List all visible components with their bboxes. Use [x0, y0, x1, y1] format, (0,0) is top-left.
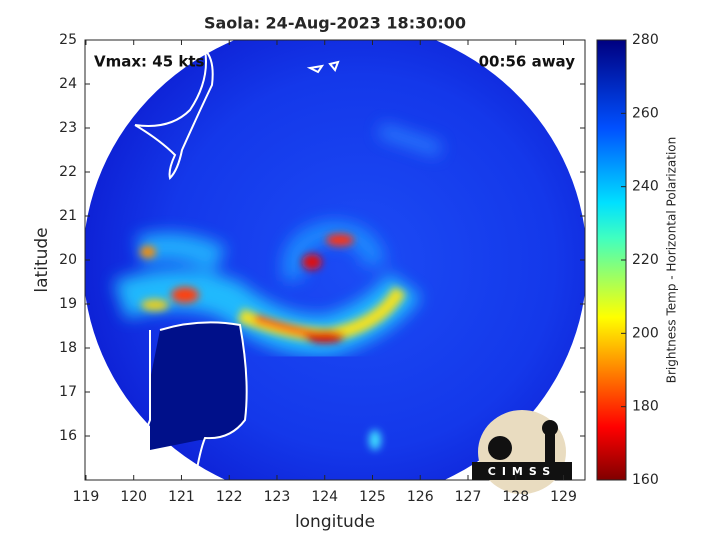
title: Saola: 24-Aug-2023 18:30:00: [204, 14, 466, 33]
logo-text: CIMSS: [488, 465, 556, 478]
colorbar-tick-label: 280: [632, 32, 659, 48]
colorbar-tick-label: 240: [632, 179, 659, 195]
x-tick-label: 129: [550, 489, 577, 505]
x-tick-label: 125: [359, 489, 386, 505]
y-tick-label: 23: [59, 120, 77, 136]
colorbar-label: Brightness Temp - Horizontal Polarizatio…: [665, 137, 679, 384]
x-axis-label: longitude: [295, 512, 375, 532]
y-tick-label: 25: [59, 32, 77, 48]
y-tick-label: 16: [59, 428, 77, 444]
coastline: [129, 39, 340, 481]
y-tick-label: 18: [59, 340, 77, 356]
x-tick-label: 123: [264, 489, 291, 505]
x-tick-label: 121: [168, 489, 195, 505]
y-tick-label: 19: [59, 296, 77, 312]
x-tick-label: 128: [502, 489, 529, 505]
x-tick-label: 127: [455, 489, 482, 505]
x-tick-label: 124: [311, 489, 338, 505]
ticks: 119 120 121 122 123 124 125 126 127 128 129 16 17 18 1…: [59, 32, 659, 505]
y-tick-label: 17: [59, 384, 77, 400]
y-tick-label: 20: [59, 252, 77, 268]
colorbar-tick-label: 160: [632, 472, 659, 488]
countdown-label: 00:56 away: [479, 53, 576, 71]
y-tick-label: 24: [59, 76, 77, 92]
vmax-label: Vmax: 45 kts: [94, 53, 204, 71]
x-tick-label: 120: [120, 489, 147, 505]
colorbar-tick-label: 180: [632, 399, 659, 415]
y-tick-label: 21: [59, 208, 77, 224]
x-tick-label: 126: [407, 489, 434, 505]
y-axis-label: latitude: [32, 227, 52, 292]
satellite-swath: [85, 40, 585, 480]
colorbar-tick-label: 260: [632, 105, 659, 121]
x-tick-label: 119: [73, 489, 100, 505]
colorbar-tick-label: 220: [632, 252, 659, 268]
logo: CIMSS: [472, 410, 572, 494]
colorbar-tick-label: 200: [632, 325, 659, 341]
x-tick-label: 122: [216, 489, 243, 505]
y-tick-label: 22: [59, 164, 77, 180]
